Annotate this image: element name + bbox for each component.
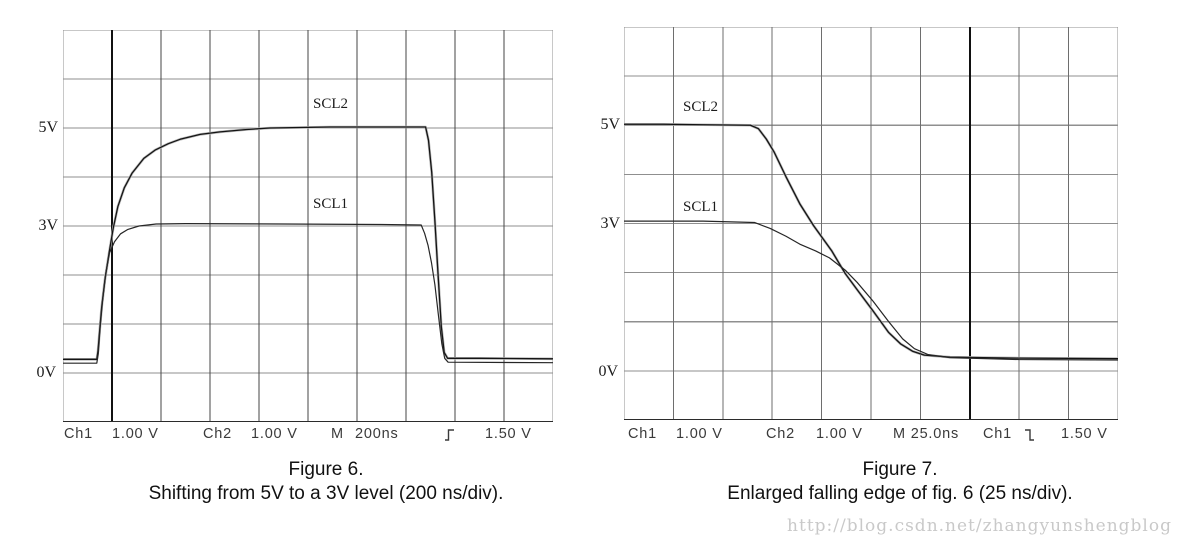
fig7-y-label-0v: 0V: [598, 363, 618, 380]
fig7-scl1-label: SCL1: [683, 199, 719, 215]
fig6-caption-line1: Figure 6.: [288, 459, 364, 480]
watermark-text: http://blog.csdn.net/zhangyunshengblog: [787, 516, 1172, 536]
fig6-caption-line2: Shifting from 5V to a 3V level (200 ns/d…: [148, 483, 504, 504]
fig6-status-ch2-scale: 1.00 V: [251, 426, 298, 442]
fig7-status-trig-level: 1.50 V: [1061, 426, 1108, 442]
fig6-status-m: M: [331, 426, 344, 442]
fig6-status-ch1-scale: 1.00 V: [112, 426, 159, 442]
fig7-status-ch2: Ch2: [766, 426, 795, 442]
fig7-status-ch1-scale: 1.00 V: [676, 426, 723, 442]
falling-edge-trigger-icon: [1025, 429, 1034, 441]
fig6-status-trig-level: 1.50 V: [485, 426, 532, 442]
fig6-status-timebase: 200ns: [355, 426, 399, 442]
fig7-status-trig-source: Ch1: [983, 426, 1012, 442]
fig7-caption: Figure 7. Enlarged falling edge of fig. …: [640, 458, 1160, 506]
fig7-caption-line1: Figure 7.: [862, 459, 938, 480]
fig6-scl2-label: SCL2: [313, 96, 349, 112]
figure7-plot: [624, 27, 1118, 420]
fig7-y-label-3v: 3V: [600, 215, 620, 232]
fig6-caption: Figure 6. Shifting from 5V to a 3V level…: [20, 458, 632, 506]
fig7-status-ch2-scale: 1.00 V: [816, 426, 863, 442]
fig6-y-label-5v: 5V: [38, 119, 58, 136]
fig7-y-label-5v: 5V: [600, 116, 620, 133]
fig7-scl2-label: SCL2: [683, 99, 719, 115]
fig7-status-ch1: Ch1: [628, 426, 657, 442]
fig6-status-ch1: Ch1: [64, 426, 93, 442]
figure6-plot: [63, 30, 553, 422]
fig7-caption-line2: Enlarged falling edge of fig. 6 (25 ns/d…: [727, 483, 1073, 504]
fig6-scl1-label: SCL1: [313, 196, 349, 212]
fig6-status-ch2: Ch2: [203, 426, 232, 442]
rising-edge-trigger-icon: [445, 429, 454, 441]
fig7-status-timebase: M 25.0ns: [893, 426, 960, 442]
fig6-y-label-3v: 3V: [38, 217, 58, 234]
fig6-y-label-0v: 0V: [36, 364, 56, 381]
